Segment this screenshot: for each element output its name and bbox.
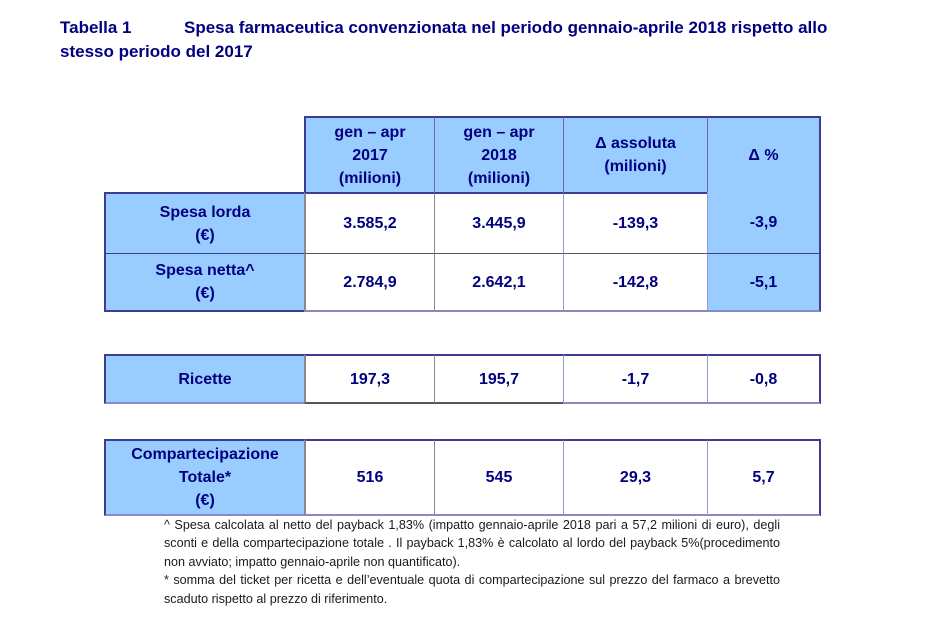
row-label-text: Compartecipazione bbox=[131, 446, 279, 463]
header-gen-apr-2017: gen – apr 2017 (milioni) bbox=[304, 116, 434, 192]
cell-delta-abs: -139,3 bbox=[563, 192, 707, 254]
footnotes: ^ Spesa calcolata al netto del payback 1… bbox=[164, 516, 780, 608]
header-text: 2017 bbox=[352, 146, 388, 164]
footnote-compartecipazione: * somma del ticket per ricetta e dell’ev… bbox=[164, 573, 780, 606]
cell-2018: 2.642,1 bbox=[434, 254, 563, 312]
header-text: Δ assoluta bbox=[595, 135, 676, 152]
header-gen-apr-2018: gen – apr 2018 (milioni) bbox=[434, 116, 563, 192]
cell-delta-pct: 5,7 bbox=[707, 439, 821, 516]
row-label-unit: (€) bbox=[195, 226, 215, 244]
table-number: Tabella 1 bbox=[60, 18, 132, 37]
row-label-spesa-lorda: Spesa lorda (€) bbox=[104, 192, 304, 254]
row-label-compartecipazione: Compartecipazione Totale* (€) bbox=[104, 439, 304, 516]
table-title: Tabella 1 Spesa farmaceutica convenzionat… bbox=[60, 16, 866, 64]
header-text: (milioni) bbox=[604, 158, 667, 175]
cell-delta-abs: 29,3 bbox=[563, 439, 707, 516]
header-text: gen – apr bbox=[334, 123, 406, 141]
header-text: (milioni) bbox=[467, 169, 531, 187]
title-line-1: Spesa farmaceutica convenzionata nel per… bbox=[184, 18, 828, 37]
header-text: 2018 bbox=[481, 146, 517, 164]
row-label-unit: (€) bbox=[195, 492, 215, 509]
footnote-spesa-netta: ^ Spesa calcolata al netto del payback 1… bbox=[164, 518, 780, 569]
row-label-text: Totale* bbox=[178, 469, 232, 486]
cell-2017: 2.784,9 bbox=[304, 254, 434, 312]
cell-2018: 3.445,9 bbox=[434, 192, 563, 254]
header-delta-assoluta: Δ assoluta (milioni) bbox=[563, 116, 707, 192]
row-label-ricette: Ricette bbox=[104, 354, 304, 404]
cell-delta-abs: -142,8 bbox=[563, 254, 707, 312]
row-label-text: Ricette bbox=[178, 370, 232, 388]
row-label-text: Spesa lorda bbox=[159, 203, 251, 221]
cell-2018: 195,7 bbox=[434, 354, 563, 404]
cell-2018: 545 bbox=[434, 439, 563, 516]
cell-delta-abs: -1,7 bbox=[563, 354, 707, 404]
header-text: gen – apr bbox=[463, 123, 535, 141]
cell-delta-pct: -0,8 bbox=[707, 354, 821, 404]
header-text: Δ % bbox=[748, 146, 779, 164]
row-label-text: Spesa netta^ bbox=[155, 262, 255, 279]
row-label-spesa-netta: Spesa netta^ (€) bbox=[104, 254, 304, 312]
cell-2017: 197,3 bbox=[304, 354, 434, 404]
cell-delta-pct: -3,9 bbox=[707, 192, 821, 254]
header-text: (milioni) bbox=[338, 169, 402, 187]
header-delta-percent: Δ % bbox=[707, 116, 821, 192]
row-label-unit: (€) bbox=[195, 285, 215, 302]
cell-2017: 3.585,2 bbox=[304, 192, 434, 254]
title-line-2: stesso periodo del 2017 bbox=[60, 42, 253, 61]
cell-2017: 516 bbox=[304, 439, 434, 516]
cell-delta-pct: -5,1 bbox=[707, 254, 821, 312]
